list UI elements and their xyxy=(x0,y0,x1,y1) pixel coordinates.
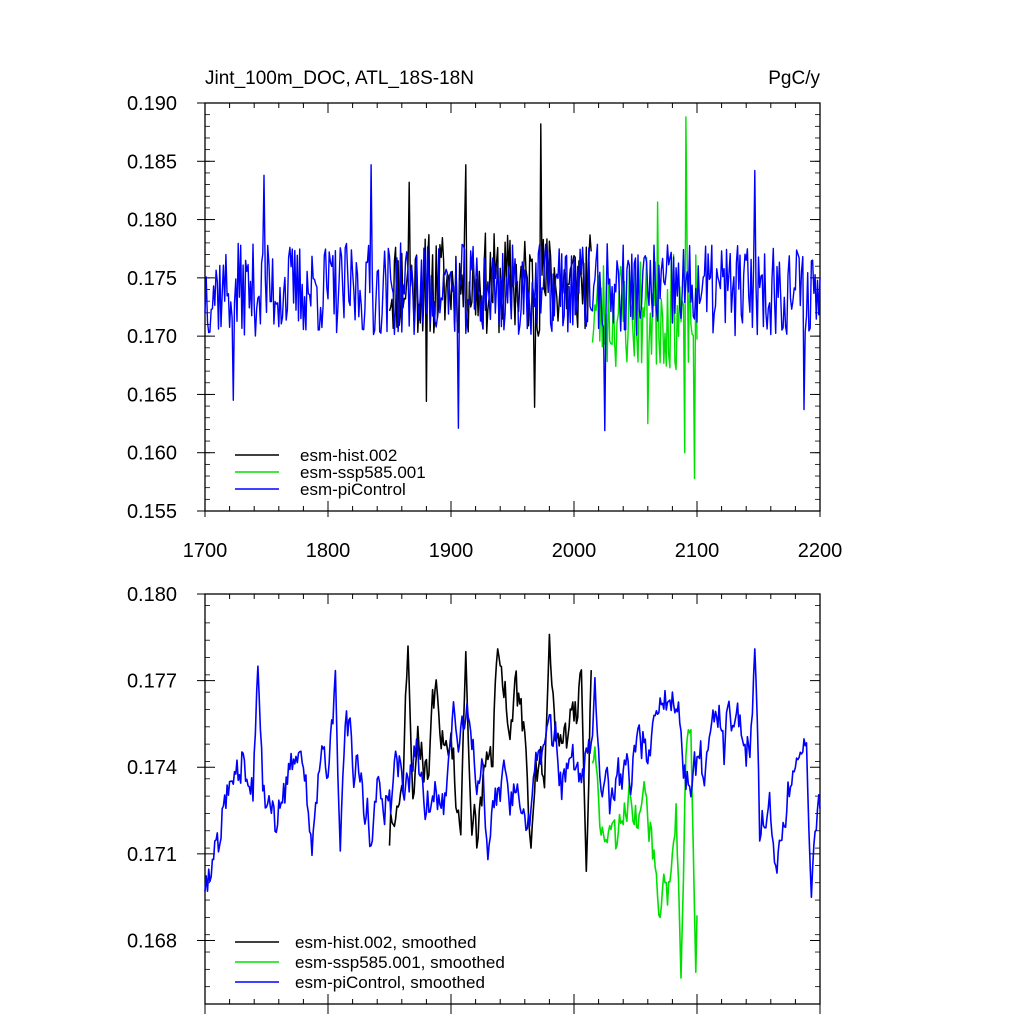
y-tick-label: 0.165 xyxy=(127,384,177,406)
x-tick-label: 1900 xyxy=(429,540,474,562)
x-tick-label: 2000 xyxy=(552,540,597,562)
bottom-panel: 0.168 0.171 0.174 0.177 0.180 esm-hist.002, … xyxy=(127,584,821,1014)
bottom-legend-label: esm-ssp585.001, smoothed xyxy=(295,953,505,972)
bottom-series-line-0 xyxy=(388,633,592,873)
y-tick-label: 0.180 xyxy=(127,210,177,232)
top-plot-frame xyxy=(204,102,821,512)
y-tick-label: 0.160 xyxy=(127,443,177,465)
top-units: PgC/y xyxy=(768,68,820,89)
top-legend-label: esm-ssp585.001 xyxy=(300,463,426,482)
x-tick-label: 1700 xyxy=(183,540,228,562)
y-tick-label: 0.180 xyxy=(127,584,177,606)
bottom-series-line-1 xyxy=(591,728,698,979)
y-tick-label: 0.170 xyxy=(127,326,177,348)
y-tick-label: 0.155 xyxy=(127,501,177,523)
top-series-line-2 xyxy=(204,164,821,432)
top-panel: Jint_100m_DOC, ATL_18S-18N PgC/y 1700 180… xyxy=(127,68,842,562)
x-tick-label: 2100 xyxy=(675,540,720,562)
top-title: Jint_100m_DOC, ATL_18S-18N xyxy=(205,68,474,89)
top-series-group xyxy=(204,116,821,480)
bottom-series-group xyxy=(204,633,821,979)
bottom-legend-label: esm-hist.002, smoothed xyxy=(295,933,476,952)
bottom-legend-label: esm-piControl, smoothed xyxy=(295,973,485,992)
y-tick-label: 0.175 xyxy=(127,268,177,290)
x-tick-label: 1800 xyxy=(306,540,351,562)
bottom-axis-ticks: 0.168 0.171 0.174 0.177 0.180 xyxy=(127,584,821,1014)
bottom-series-line-2 xyxy=(204,648,821,899)
y-tick-label: 0.171 xyxy=(127,844,177,866)
y-tick-label: 0.190 xyxy=(127,93,177,115)
top-axis-ticks: 1700 1800 1900 2000 2100 2200 0.155 0.160 0.165 0… xyxy=(127,93,842,562)
top-legend-label: esm-hist.002 xyxy=(300,446,397,465)
y-tick-label: 0.174 xyxy=(127,757,177,779)
y-tick-label: 0.185 xyxy=(127,151,177,173)
y-tick-label: 0.168 xyxy=(127,930,177,952)
bottom-plot-frame xyxy=(204,593,821,1005)
x-tick-label: 2200 xyxy=(798,540,843,562)
y-tick-label: 0.177 xyxy=(127,671,177,693)
top-legend-label: esm-piControl xyxy=(300,480,406,499)
